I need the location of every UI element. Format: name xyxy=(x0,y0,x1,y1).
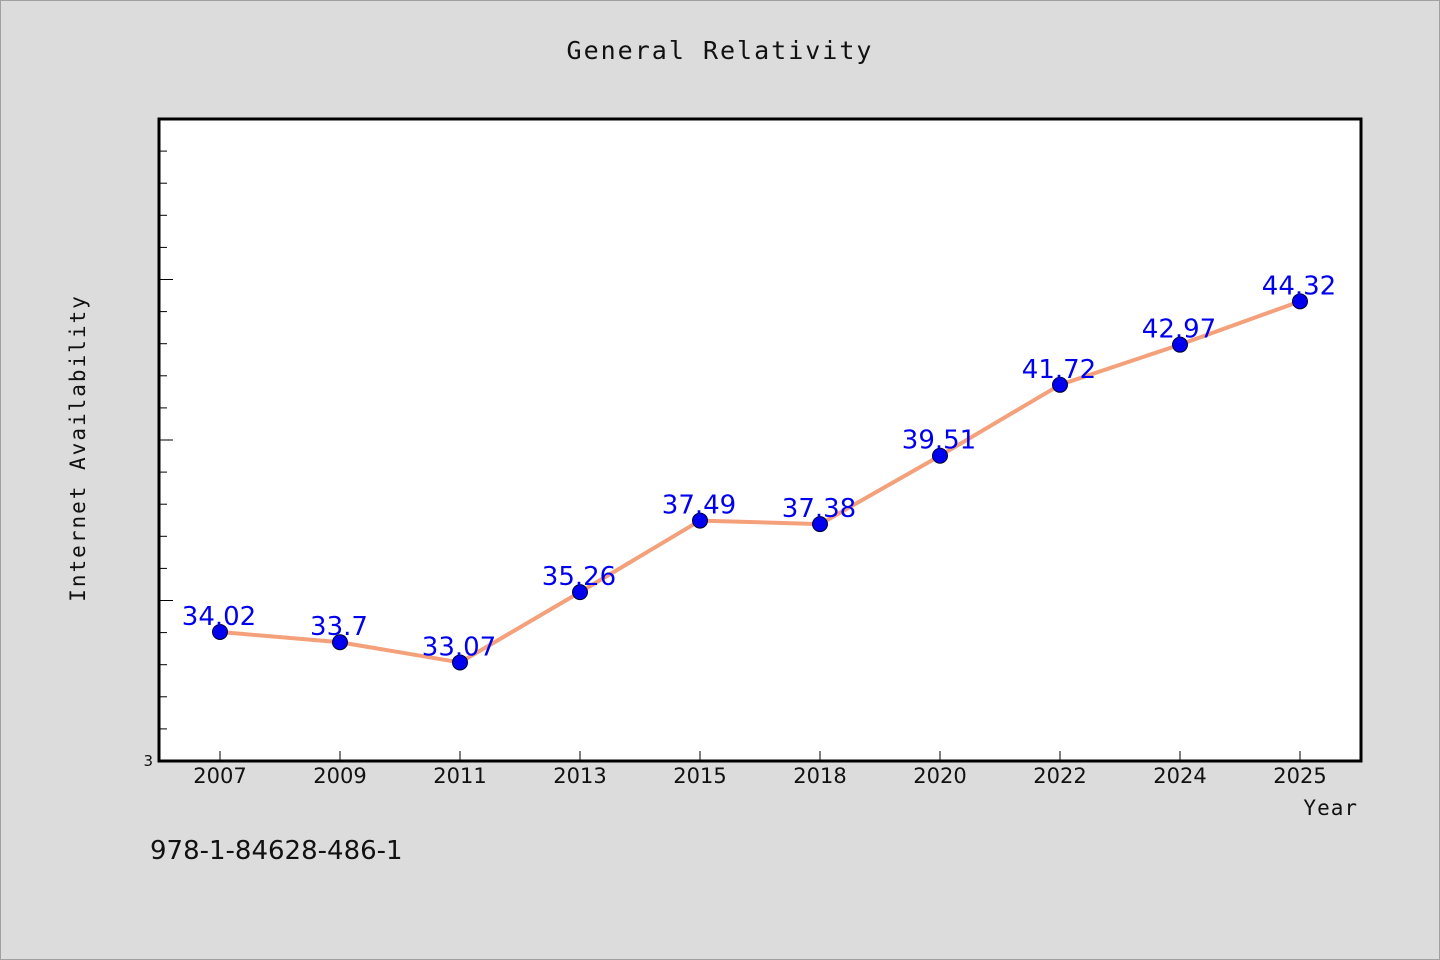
data-label: 44.32 xyxy=(1262,271,1336,301)
x-axis-label: Year xyxy=(1303,796,1358,820)
data-point xyxy=(452,654,468,671)
x-tick-label: 2022 xyxy=(1033,764,1086,788)
data-point xyxy=(212,623,228,640)
data-label: 33.07 xyxy=(422,632,496,662)
x-tick-label: 2025 xyxy=(1273,764,1326,788)
data-label: 37.49 xyxy=(662,491,736,521)
x-tick-label: 2015 xyxy=(673,764,726,788)
x-tick-label: 2018 xyxy=(793,764,846,788)
data-point xyxy=(1292,293,1308,310)
data-label: 39.51 xyxy=(902,426,976,456)
y-tick-label: 3 xyxy=(143,752,153,770)
isbn-footnote: 978-1-84628-486-1 xyxy=(150,836,403,866)
data-point xyxy=(1172,336,1188,353)
data-point xyxy=(572,584,588,601)
data-label: 41.72 xyxy=(1022,355,1096,385)
x-tick-label: 2020 xyxy=(913,764,966,788)
data-label: 42.97 xyxy=(1142,315,1216,345)
data-point xyxy=(1052,376,1068,393)
data-point xyxy=(692,512,708,529)
data-point xyxy=(332,634,348,651)
data-point xyxy=(932,447,948,464)
data-label: 33.7 xyxy=(310,612,368,642)
x-tick-label: 2007 xyxy=(193,764,246,788)
x-tick-label: 2024 xyxy=(1153,764,1206,788)
series-group: 34.02 33.7 33.07 35.26 37.49 37.38 39.51 41.72 4… xyxy=(182,271,1336,671)
data-label: 37.38 xyxy=(782,494,856,524)
data-label: 35.26 xyxy=(542,562,616,592)
data-point xyxy=(812,516,828,533)
chart-title: General Relativity xyxy=(566,36,874,65)
data-label: 34.02 xyxy=(182,602,256,632)
y-axis-ticks: 3 xyxy=(143,118,173,770)
plot-area xyxy=(157,117,1363,763)
x-tick-label: 2011 xyxy=(433,764,486,788)
x-axis-ticks: 2007 2009 2011 2013 2015 2018 2020 2022 2024 2025 xyxy=(193,751,1327,788)
x-tick-label: 2009 xyxy=(313,764,366,788)
x-tick-label: 2013 xyxy=(553,764,606,788)
series-line xyxy=(219,299,1301,665)
